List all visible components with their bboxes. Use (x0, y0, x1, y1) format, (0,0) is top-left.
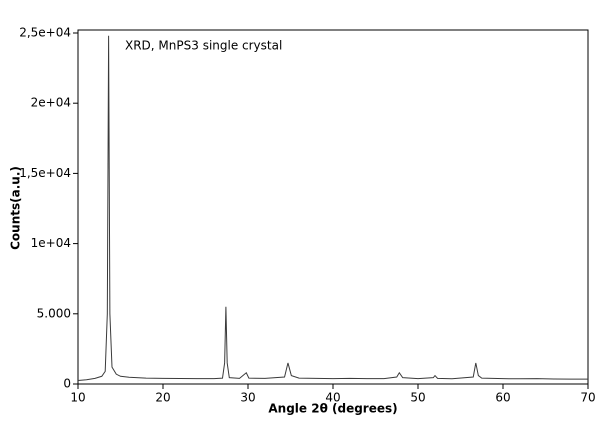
x-tick-label: 70 (580, 391, 595, 405)
y-axis-label: Counts(a.u.) (9, 166, 23, 250)
x-tick-label: 60 (495, 391, 510, 405)
y-tick-label: 2e+04 (31, 96, 71, 110)
plot-frame (77, 29, 589, 385)
x-tick-label: 30 (240, 391, 255, 405)
x-tick-label: 40 (325, 391, 340, 405)
y-tick-label: 0 (63, 377, 71, 391)
x-tick-label: 20 (155, 391, 170, 405)
x-axis-label: Angle 2θ (degrees) (268, 402, 397, 416)
y-tick-label: 5.000 (37, 306, 71, 320)
x-tick-label: 50 (410, 391, 425, 405)
annotation: XRD, MnPS3 single crystal (125, 39, 282, 53)
y-tick-label: 2,5e+04 (19, 26, 71, 40)
y-tick-label: 1,5e+04 (19, 166, 71, 180)
y-tick-label: 1e+04 (31, 236, 71, 250)
data-line (77, 35, 588, 381)
x-tick-label: 10 (70, 391, 85, 405)
